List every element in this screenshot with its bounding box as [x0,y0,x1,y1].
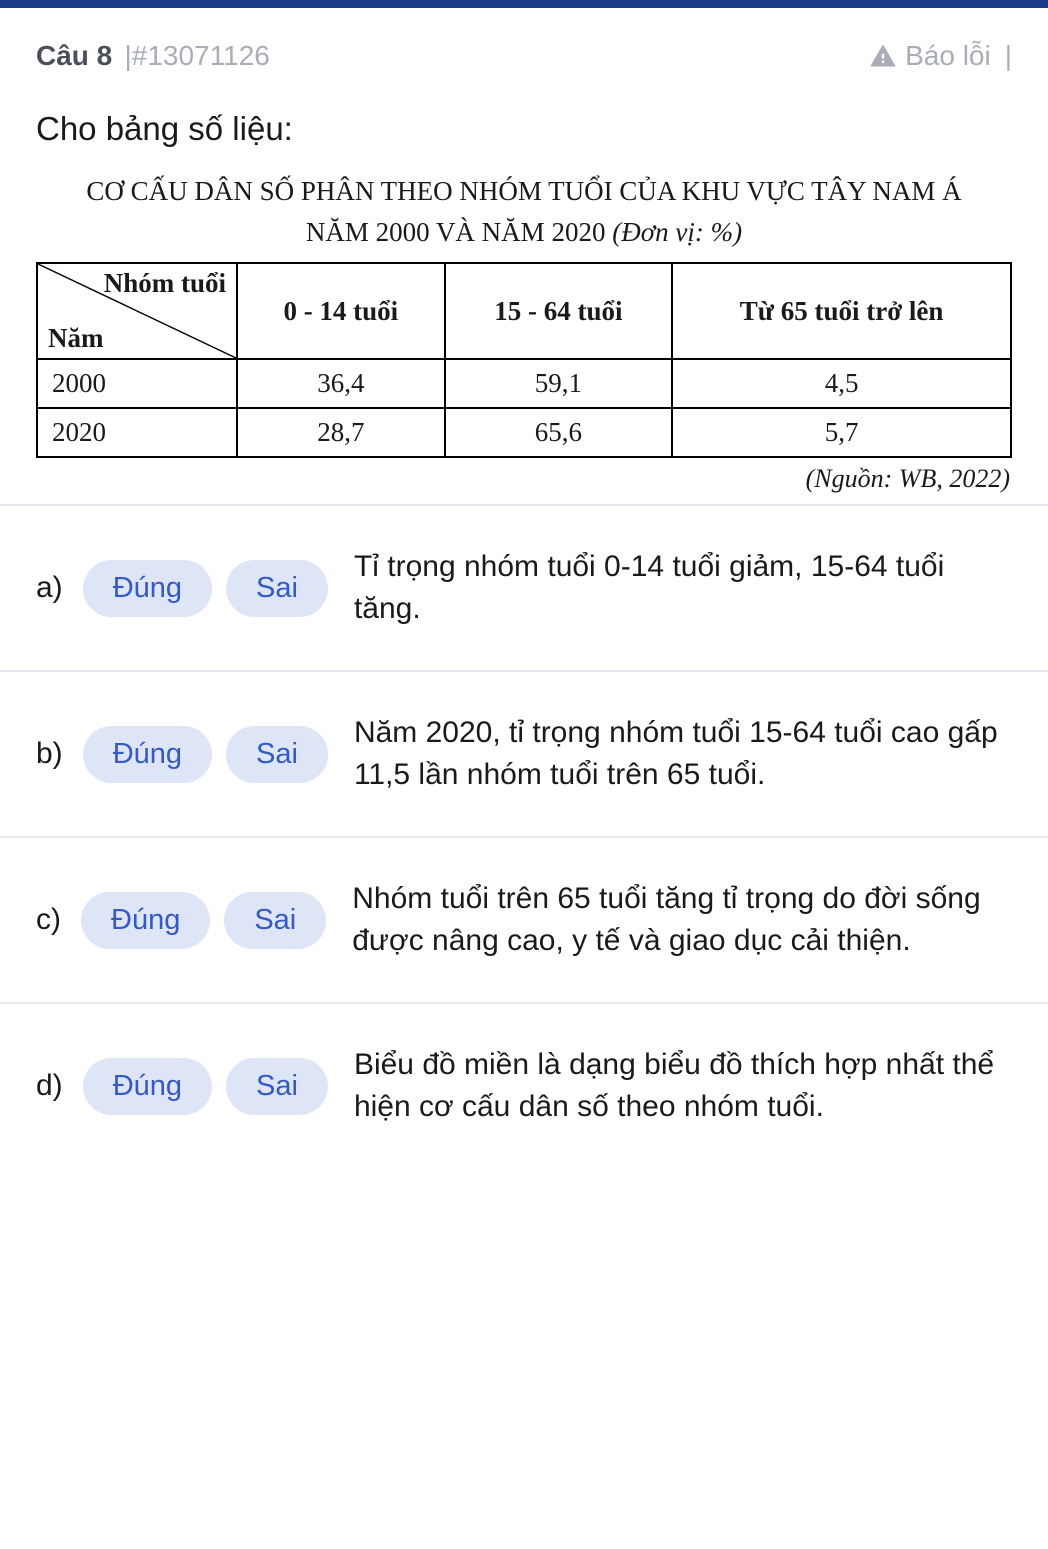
table-source: (Nguồn: WB, 2022) [36,464,1012,494]
report-error-label: Báo lỗi [905,40,991,72]
data-cell: 59,1 [445,359,673,408]
data-table: Nhóm tuổi Năm 0 - 14 tuổi 15 - 64 tuổi T… [36,262,1012,458]
false-button[interactable]: Sai [226,726,328,783]
header-divider: | [1005,40,1012,72]
option-row-d: d) Đúng Sai Biểu đồ miền là dạng biểu đồ… [0,1002,1048,1168]
report-error-link[interactable]: Báo lỗi | [869,40,1012,72]
year-cell: 2000 [37,359,237,408]
option-row-a: a) Đúng Sai Tỉ trọng nhóm tuổi 0-14 tuổi… [0,504,1048,670]
data-cell: 4,5 [672,359,1011,408]
data-cell: 36,4 [237,359,445,408]
data-cell: 28,7 [237,408,445,457]
table-title: CƠ CẤU DÂN SỐ PHÂN THEO NHÓM TUỔI CỦA KH… [36,176,1012,207]
question-header: Câu 8 |#13071126 Báo lỗi | [0,8,1048,92]
option-letter: c) [36,903,61,937]
question-intro: Cho bảng số liệu: [0,92,1048,176]
table-header-row: Nhóm tuổi Năm 0 - 14 tuổi 15 - 64 tuổi T… [37,263,1011,359]
diag-label-bottom: Năm [48,323,104,354]
true-button[interactable]: Đúng [81,892,210,949]
question-id: #13071126 [132,40,270,71]
data-table-section: CƠ CẤU DÂN SỐ PHÂN THEO NHÓM TUỔI CỦA KH… [0,176,1048,504]
diagonal-header-cell: Nhóm tuổi Năm [37,263,237,359]
top-accent-bar [0,0,1048,8]
option-letter: a) [36,571,63,605]
table-subtitle-note: (Đơn vị: %) [612,217,742,247]
diag-label-top: Nhóm tuổi [104,268,226,299]
false-button[interactable]: Sai [226,1058,328,1115]
table-subtitle-prefix: NĂM 2000 VÀ NĂM 2020 [306,217,612,247]
col-header-2: Từ 65 tuổi trở lên [672,263,1011,359]
col-header-1: 15 - 64 tuổi [445,263,673,359]
option-letter: d) [36,1069,63,1103]
table-row: 2020 28,7 65,6 5,7 [37,408,1011,457]
table-row: 2000 36,4 59,1 4,5 [37,359,1011,408]
false-button[interactable]: Sai [224,892,326,949]
false-button[interactable]: Sai [226,560,328,617]
warning-icon [869,42,897,70]
option-row-b: b) Đúng Sai Năm 2020, tỉ trọng nhóm tuổi… [0,670,1048,836]
data-cell: 5,7 [672,408,1011,457]
true-button[interactable]: Đúng [83,726,212,783]
true-button[interactable]: Đúng [83,560,212,617]
option-row-c: c) Đúng Sai Nhóm tuổi trên 65 tuổi tăng … [0,836,1048,1002]
question-number: Câu 8 [36,40,112,71]
data-cell: 65,6 [445,408,673,457]
col-header-0: 0 - 14 tuổi [237,263,445,359]
option-text: Tỉ trọng nhóm tuổi 0-14 tuổi giảm, 15-64… [354,546,1012,630]
table-subtitle: NĂM 2000 VÀ NĂM 2020 (Đơn vị: %) [36,217,1012,248]
year-cell: 2020 [37,408,237,457]
option-letter: b) [36,737,63,771]
question-title-wrap: Câu 8 |#13071126 [36,40,270,72]
true-button[interactable]: Đúng [83,1058,212,1115]
option-text: Năm 2020, tỉ trọng nhóm tuổi 15-64 tuổi … [354,712,1012,796]
option-text: Nhóm tuổi trên 65 tuổi tăng tỉ trọng do … [352,878,1012,962]
option-text: Biểu đồ miền là dạng biểu đồ thích hợp n… [354,1044,1012,1128]
